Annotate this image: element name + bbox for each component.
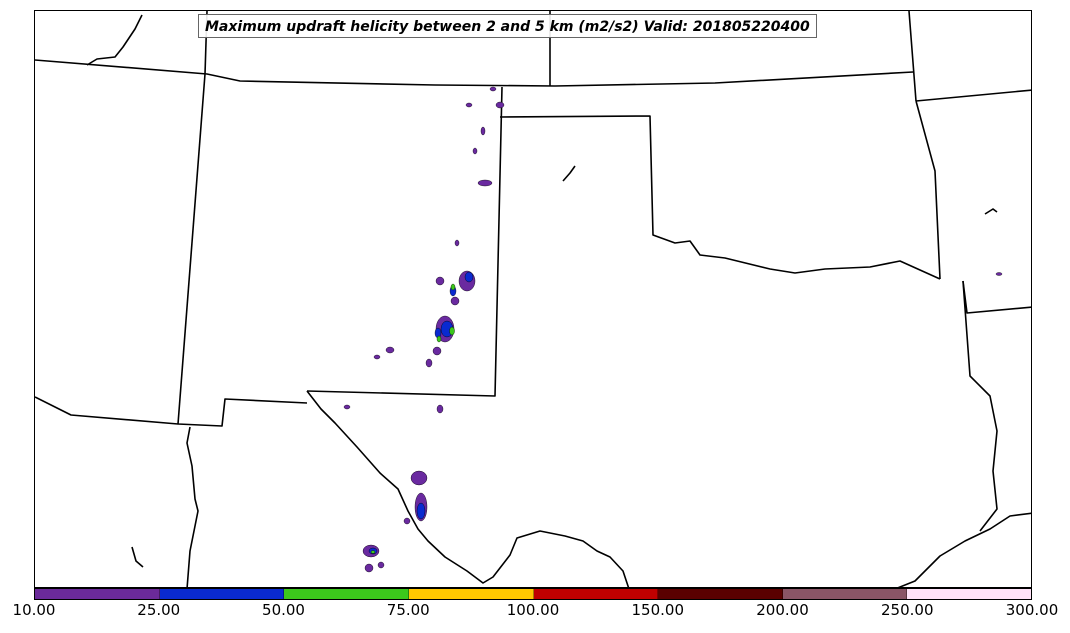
cell [436,335,442,343]
colorbar-tick-label: 50.00 [262,601,305,619]
colorbar-tick-label: 200.00 [756,601,809,619]
cell [377,561,385,569]
mexico-state-line-1 [35,396,308,427]
new-mexico-west-border [177,73,206,425]
rio-grande-border [306,390,630,587]
cell [489,86,497,92]
lake-outline-1 [562,165,576,182]
colorbar-segment [159,589,285,599]
cell [364,563,374,573]
colorbar-tick-labels: 10.00 25.00 50.00 75.00 100.00 150.00 200.00 25… [0,600,1070,630]
cell [450,283,456,291]
cell [410,470,428,486]
cell [432,346,442,356]
lake-outline-2 [984,208,998,215]
colorbar-segment [782,589,908,599]
cell [477,179,493,187]
colorbar-tick-label: 10.00 [12,601,56,619]
colorbar-segment [35,589,160,599]
arkansas-south-border [962,280,1031,314]
mexico-state-line-2 [186,426,199,587]
cell [370,550,376,554]
cell [995,272,1003,276]
cell [464,271,474,283]
texas-east-border [962,280,998,532]
map-canvas [35,11,1031,587]
cell [465,102,473,108]
border-line-north-east [915,89,1031,102]
state-boundaries [35,11,1031,587]
cell [373,354,381,360]
colorbar-segment [907,589,1031,599]
colorbar-segment [533,589,659,599]
colorbar [34,588,1032,600]
cell [472,147,478,155]
cell [450,296,460,306]
colorbar-tick-label: 250.00 [881,601,934,619]
border-line-vertical-3 [908,11,917,102]
colorbar-tick-label: 25.00 [137,601,181,619]
cell [435,276,445,286]
cell [385,346,395,354]
cell [343,404,351,410]
border-line-north-west [35,59,914,87]
arkansas-west-border [915,100,941,280]
colorbar-tick-label: 75.00 [386,601,430,619]
colorbar-segment [408,589,534,599]
colorbar-tick-label: 100.00 [506,601,560,619]
helicity-cells-blue [368,271,474,555]
cell [403,517,411,525]
colorbar-segment [284,589,409,599]
cell [480,126,486,136]
lake-outline-north [86,14,143,66]
gulf-coast [897,512,1031,587]
cell [495,101,505,109]
map-title: Maximum updraft helicity between 2 and 5… [198,14,817,38]
lake-outline-3 [131,546,144,568]
oklahoma-north-border [499,115,941,280]
map-panel [34,10,1032,588]
cell [449,326,455,336]
helicity-cells-green [370,283,456,554]
cell [454,239,460,247]
colorbar-tick-label: 300.00 [1005,601,1059,619]
texas-panhandle-west-border [306,86,503,397]
cell [416,502,426,520]
cell [425,358,433,368]
cell [436,404,444,414]
colorbar-tick-label: 150.00 [631,601,685,619]
colorbar-segment [658,589,783,599]
helicity-cells [343,86,1003,573]
